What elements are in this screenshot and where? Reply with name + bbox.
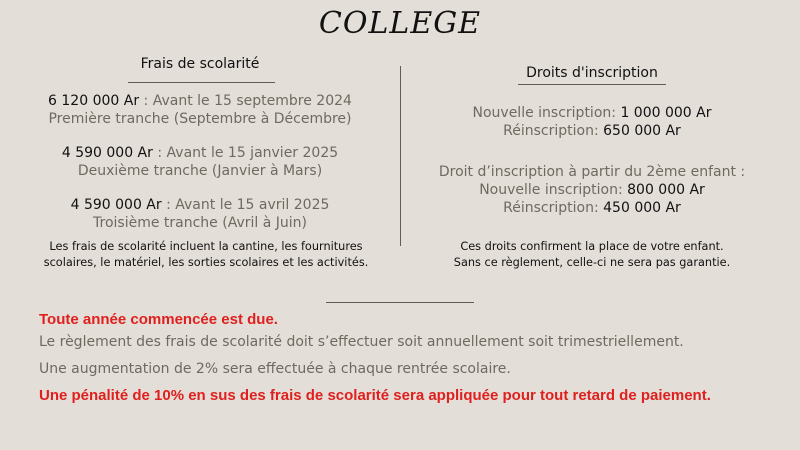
tuition-heading-rule (128, 82, 275, 83)
reregistration-value: 450 000 Ar (603, 200, 681, 216)
tranche-deadline: : Avant le 15 avril 2025 (161, 197, 330, 213)
second-child-fees: Droit d’inscription à partir du 2ème enf… (392, 163, 792, 217)
tranche-2: 4 590 000 Ar : Avant le 15 janvier 2025 … (0, 144, 400, 180)
tranche-3: 4 590 000 Ar : Avant le 15 avril 2025 Tr… (0, 196, 400, 232)
tranche-deadline: : Avant le 15 janvier 2025 (152, 145, 339, 161)
payment-notice: Le règlement des frais de scolarité doit… (39, 334, 684, 350)
reregistration-label: Réinscription: (503, 200, 604, 216)
tranche-amount: 4 590 000 Ar (70, 197, 162, 213)
section-rule (326, 302, 474, 303)
tranche-amount: 6 120 000 Ar (48, 93, 140, 109)
page-title: COLLEGE (318, 6, 482, 41)
tuition-heading: Frais de scolarité (140, 56, 260, 72)
new-registration-value: 800 000 Ar (627, 182, 705, 198)
tranche-label: Troisième tranche (Avril à Juin) (93, 215, 307, 231)
due-notice: Toute année commencée est due. (39, 311, 278, 328)
tuition-note-line: scolaires, le matériel, les sorties scol… (43, 256, 369, 269)
column-divider (400, 66, 401, 246)
tranche-label: Deuxième tranche (Janvier à Mars) (77, 163, 323, 179)
new-registration-label: Nouvelle inscription: (479, 182, 628, 198)
registration-note: Ces droits confirment la place de votre … (392, 239, 792, 271)
registration-heading-rule (518, 84, 666, 85)
tuition-note-line: Les frais de scolarité incluent la canti… (49, 240, 363, 253)
tranche-1: 6 120 000 Ar : Avant le 15 septembre 202… (0, 92, 400, 128)
reregistration-label: Réinscription: (503, 123, 604, 139)
tranche-label: Première tranche (Septembre à Décembre) (48, 111, 352, 127)
reregistration-value: 650 000 Ar (603, 123, 681, 139)
new-registration-value: 1 000 000 Ar (620, 105, 712, 121)
registration-heading: Droits d'inscription (526, 65, 658, 81)
registration-fees: Nouvelle inscription: 1 000 000 Ar Réins… (392, 104, 792, 140)
second-child-heading: Droit d’inscription à partir du 2ème enf… (438, 164, 746, 180)
penalty-notice: Une pénalité de 10% en sus des frais de … (39, 387, 711, 404)
registration-note-line: Ces droits confirment la place de votre … (460, 240, 724, 253)
tranche-deadline: : Avant le 15 septembre 2024 (139, 93, 352, 109)
registration-note-line: Sans ce règlement, celle-ci ne sera pas … (453, 256, 731, 269)
tuition-note: Les frais de scolarité incluent la canti… (0, 239, 412, 271)
new-registration-label: Nouvelle inscription: (472, 105, 621, 121)
increase-notice: Une augmentation de 2% sera effectuée à … (39, 361, 511, 377)
tranche-amount: 4 590 000 Ar (61, 145, 153, 161)
